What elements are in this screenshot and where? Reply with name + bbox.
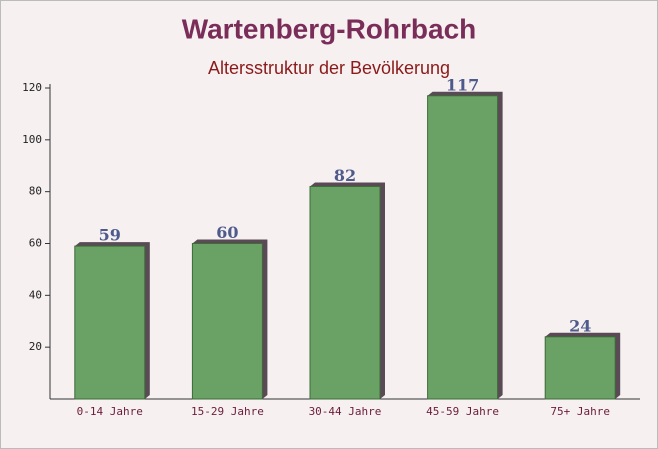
chart-subtitle: Altersstruktur der Bevölkerung — [208, 58, 450, 78]
value-label: 117 — [446, 75, 479, 94]
bar — [309, 185, 381, 400]
y-tick-label: 100 — [22, 133, 42, 146]
y-tick-label: 80 — [29, 185, 42, 198]
chart-title: Wartenberg-Rohrbach — [182, 13, 477, 44]
y-tick-label: 40 — [29, 288, 42, 301]
bar — [74, 245, 146, 400]
value-label: 60 — [216, 223, 238, 242]
y-tick-label: 20 — [29, 340, 42, 353]
bar — [544, 336, 616, 400]
x-tick-label: 0-14 Jahre — [77, 405, 143, 418]
value-label: 59 — [99, 226, 121, 245]
bar — [427, 95, 499, 400]
y-tick-label: 60 — [29, 237, 42, 250]
value-label: 82 — [334, 166, 356, 185]
x-tick-label: 75+ Jahre — [550, 405, 610, 418]
x-tick-label: 30-44 Jahre — [309, 405, 382, 418]
y-tick-label: 120 — [22, 81, 42, 94]
x-tick-label: 45-59 Jahre — [426, 405, 499, 418]
x-tick-label: 15-29 Jahre — [191, 405, 264, 418]
value-label: 24 — [569, 316, 591, 335]
bar — [191, 243, 263, 400]
